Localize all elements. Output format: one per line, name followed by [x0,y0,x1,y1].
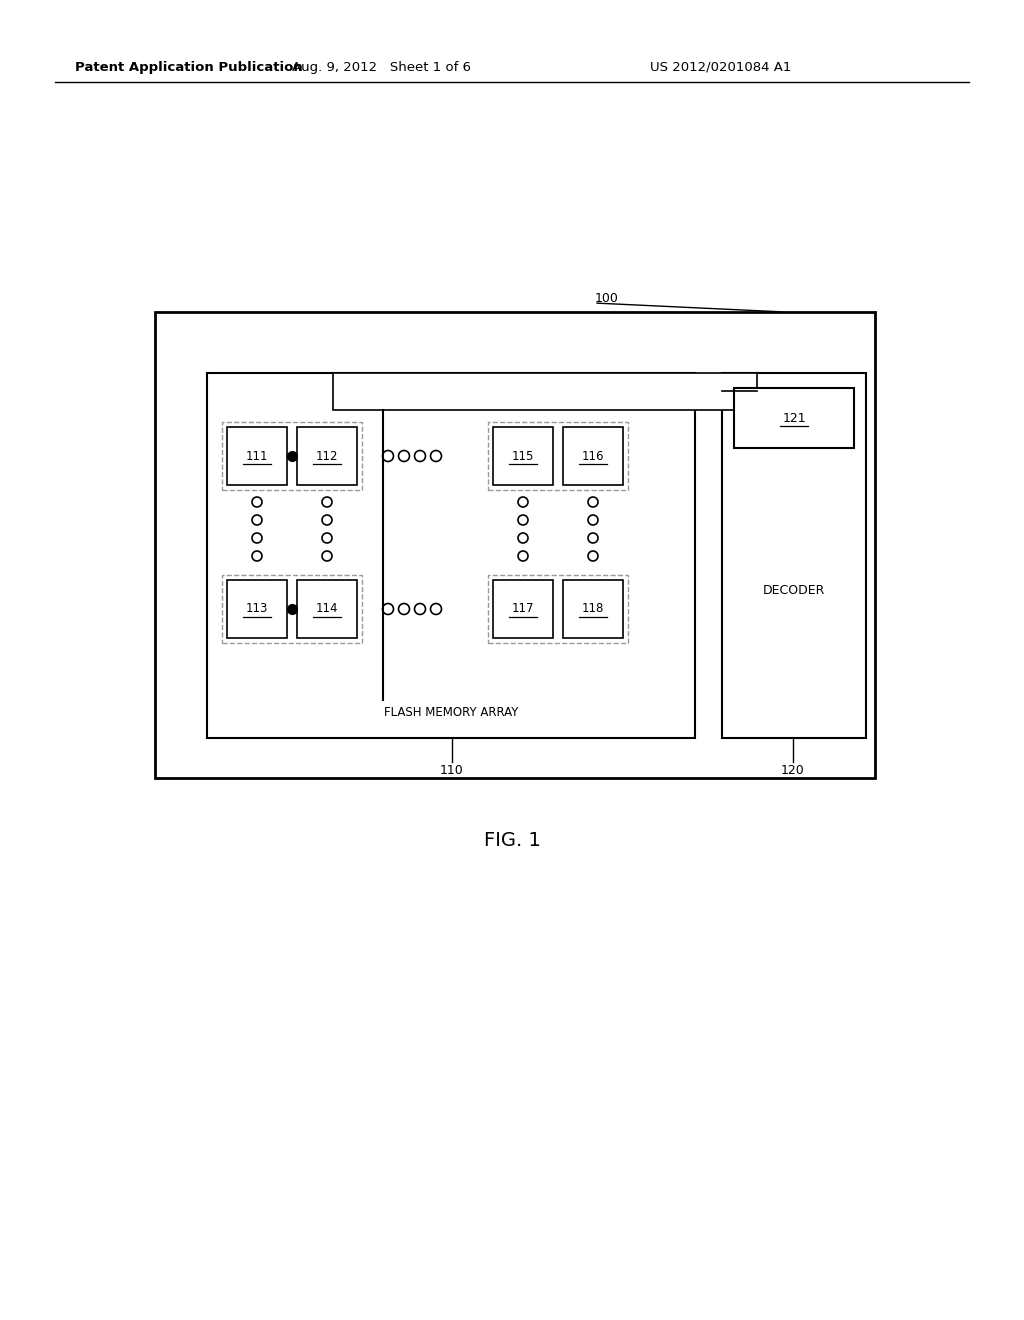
Bar [207,374,695,738]
Text: 112: 112 [315,450,338,462]
Bar [297,579,357,638]
Text: Aug. 9, 2012   Sheet 1 of 6: Aug. 9, 2012 Sheet 1 of 6 [293,61,471,74]
Bar [297,426,357,484]
Text: 114: 114 [315,602,338,615]
Bar [227,426,287,484]
Bar [563,579,623,638]
Text: 120: 120 [781,763,805,776]
Text: FIG. 1: FIG. 1 [483,830,541,850]
Text: 111: 111 [246,450,268,462]
Bar [722,374,866,738]
Bar [227,579,287,638]
Text: 115: 115 [512,450,535,462]
Text: 110: 110 [440,763,464,776]
Bar [222,422,362,490]
Bar [488,576,628,643]
Text: 113: 113 [246,602,268,615]
Text: 118: 118 [582,602,604,615]
Bar [493,579,553,638]
Text: 100: 100 [595,292,618,305]
Bar [488,422,628,490]
Bar [493,426,553,484]
Text: 117: 117 [512,602,535,615]
Text: 116: 116 [582,450,604,462]
Bar [563,426,623,484]
Text: DECODER: DECODER [763,583,825,597]
Text: US 2012/0201084 A1: US 2012/0201084 A1 [650,61,792,74]
Bar [222,576,362,643]
Bar [333,374,757,411]
Bar [155,312,874,777]
Text: FLASH MEMORY ARRAY: FLASH MEMORY ARRAY [384,706,518,719]
Text: 121: 121 [782,412,806,425]
Text: Patent Application Publication: Patent Application Publication [75,61,303,74]
Bar [734,388,854,447]
